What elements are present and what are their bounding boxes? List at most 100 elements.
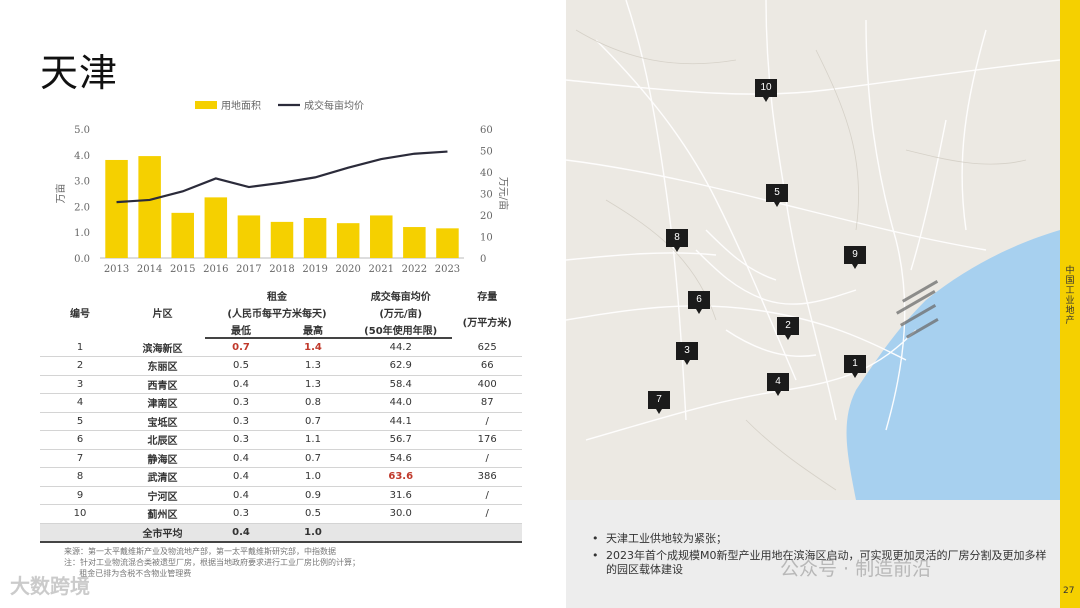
note-item: 天津工业供地较为紧张； — [592, 532, 1052, 546]
map-marker-3[interactable]: 3 — [676, 342, 698, 365]
table-row: 7 静海区 0.4 0.7 54.6/ — [40, 449, 522, 468]
cell-stock: 66 — [452, 356, 522, 376]
bar — [138, 156, 161, 258]
source-note: 来源：第一太平戴维斯产业及物流地产部，第一太平戴维斯研究部，中指数据 注：针对工… — [64, 547, 360, 578]
watermark-left: 大数跨境 — [10, 574, 90, 598]
cell-price: 44.2 — [349, 338, 453, 357]
cell-stock: 176 — [452, 430, 522, 450]
table-row: 3 西青区 0.4 1.3 58.4 400 — [40, 375, 522, 394]
map-marker-10[interactable]: 10 — [755, 79, 777, 102]
chart-axes: 0.0 1.0 2.0 3.0 4.0 5.0 0 10 20 30 40 50 60 万亩 万元/亩 201… — [54, 125, 510, 275]
cell-district: 津南区 — [120, 393, 205, 413]
cell-rent-max: 0.7 — [277, 412, 349, 431]
cell-price: 54.6 — [349, 449, 453, 468]
bar — [105, 159, 128, 258]
map-marker-7[interactable]: 7 — [648, 391, 670, 414]
x-tick-label: 2017 — [236, 264, 261, 275]
cell-no: 2 — [40, 356, 120, 376]
x-tick-label: 2023 — [435, 264, 460, 275]
cell-district: 静海区 — [120, 449, 205, 468]
y2-tick-label: 20 — [480, 211, 493, 222]
cell-price: 63.6 — [349, 467, 453, 487]
cell-district: 蓟州区 — [120, 504, 205, 524]
cell-rent-max: 1.3 — [277, 375, 349, 394]
col-stock: 存量 — [477, 292, 498, 303]
cell-stock: 87 — [452, 393, 522, 413]
x-tick-label: 2013 — [104, 264, 129, 275]
cell-rent-max: 1.4 — [277, 338, 349, 357]
map-marker-9[interactable]: 9 — [844, 246, 866, 269]
average-row: 全市平均 0.4 1.0 — [40, 522, 522, 543]
table-row: 10 蓟州区 0.3 0.5 30.0/ — [40, 504, 522, 524]
table-row: 1 滨海新区 0.7 1.4 44.2 625 — [40, 338, 522, 357]
x-tick-label: 2016 — [203, 264, 228, 275]
bar — [336, 223, 360, 258]
cell-stock: / — [452, 486, 522, 505]
bar — [270, 221, 294, 258]
cell-rent-min: 0.5 — [205, 356, 277, 376]
y-tick-label: 4.0 — [74, 151, 90, 162]
col-rent: 租金 — [267, 292, 287, 303]
y2-tick-label: 0 — [480, 254, 486, 265]
cell-stock: / — [452, 412, 522, 431]
cell-price: 44.0 — [349, 393, 453, 413]
y2-tick-label: 30 — [480, 190, 493, 201]
legend-label-bar: 用地面积 — [221, 99, 261, 112]
table-row: 9 宁河区 0.4 0.9 31.6/ — [40, 486, 522, 505]
cell-rent-max: 0.7 — [277, 449, 349, 468]
cell-stock: / — [452, 504, 522, 524]
map-marker-4[interactable]: 4 — [767, 373, 789, 396]
y2-axis-label: 万元/亩 — [497, 177, 510, 210]
cell-rent-min: 0.3 — [205, 393, 277, 413]
cell-rent-min: 0.3 — [205, 430, 277, 450]
cell-district: 武清区 — [120, 467, 205, 487]
cell-price: 30.0 — [349, 504, 453, 524]
map-marker-8[interactable]: 8 — [666, 229, 688, 252]
cell-no: 4 — [40, 393, 120, 413]
line-series — [116, 150, 448, 204]
page-number: 27 — [1063, 586, 1075, 596]
price-line — [116, 150, 448, 204]
cell-rent-max: 0.5 — [277, 504, 349, 524]
x-tick-label: 2021 — [369, 264, 394, 275]
bar-series — [105, 156, 459, 258]
col-stock-unit: (万平方米) — [462, 317, 512, 329]
map-marker-5[interactable]: 5 — [766, 184, 788, 207]
map-marker-6[interactable]: 6 — [688, 291, 710, 314]
table-row: 5 宝坻区 0.3 0.7 44.1/ — [40, 412, 522, 431]
cell-district: 北辰区 — [120, 430, 205, 450]
chart-legend: 用地面积 成交每亩均价 — [195, 99, 364, 112]
map-marker-1[interactable]: 1 — [844, 355, 866, 378]
cell-rent-max: 0.8 — [277, 393, 349, 413]
cell-district: 西青区 — [120, 375, 205, 394]
x-tick-label: 2018 — [269, 264, 294, 275]
cell-rent-min: 0.4 — [205, 467, 277, 487]
note-item: 2023年首个成规模M0新型产业用地在滨海区启动，可实现更加灵活的厂房分割及更加… — [592, 549, 1052, 577]
cell-price: 31.6 — [349, 486, 453, 505]
cell-rent-min: 0.3 — [205, 504, 277, 524]
cell-rent-min: 0.4 — [205, 449, 277, 468]
cell-no: 3 — [40, 375, 120, 394]
bar — [303, 218, 327, 258]
cell-no: 6 — [40, 430, 120, 450]
table-row: 2 东丽区 0.5 1.3 62.9 66 — [40, 356, 522, 376]
bar — [204, 197, 228, 258]
bar — [403, 227, 426, 258]
col-rent-min: 最低 — [205, 321, 277, 339]
cell-stock: / — [452, 449, 522, 468]
col-price-unit: (万元/亩) — [379, 309, 423, 320]
x-tick-label: 2022 — [402, 264, 427, 275]
y-tick-label: 3.0 — [74, 177, 90, 188]
bar — [370, 215, 393, 258]
bar — [436, 228, 459, 258]
cell-district: 滨海新区 — [120, 338, 205, 357]
cell-no: 9 — [40, 486, 120, 505]
bar — [171, 212, 194, 258]
cell-price: 56.7 — [349, 430, 453, 450]
sidebar-label: 中国工业地产 — [1065, 266, 1075, 326]
map-marker-2[interactable]: 2 — [777, 317, 799, 340]
watermark-right: 公众号 · 制造前沿 — [780, 558, 932, 580]
y2-tick-label: 60 — [480, 125, 493, 136]
cell-no: 1 — [40, 338, 120, 357]
cell-rent-max: 1.0 — [277, 467, 349, 487]
